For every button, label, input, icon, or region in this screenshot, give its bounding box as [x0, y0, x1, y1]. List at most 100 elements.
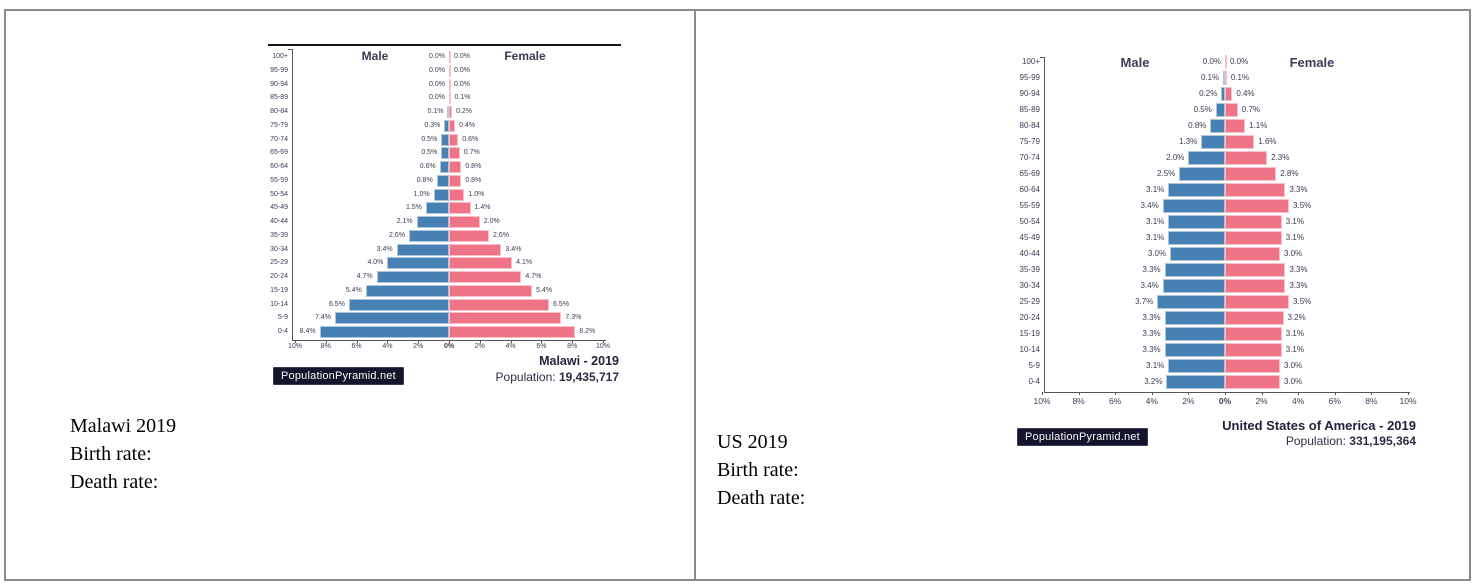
age-group-label: 100+ — [1021, 57, 1040, 66]
population-label: Population: — [495, 370, 556, 384]
male-value-label: 0.2% — [1199, 89, 1218, 98]
female-value-label: 8.2% — [579, 328, 596, 335]
male-value-label: 0.0% — [429, 80, 445, 88]
female-bar — [1225, 135, 1255, 149]
female-bar — [449, 216, 480, 228]
age-group-label: 25-29 — [1019, 297, 1040, 306]
female-bar — [1225, 215, 1282, 229]
female-bar — [449, 64, 451, 77]
male-bar — [1164, 327, 1225, 341]
male-bar — [441, 133, 449, 146]
x-tick — [1188, 392, 1190, 395]
age-group-label: 80-84 — [1019, 121, 1040, 130]
female-bar — [1225, 327, 1282, 341]
male-value-label: 1.5% — [405, 204, 422, 212]
male-bar — [396, 243, 449, 256]
female-bar — [1225, 151, 1268, 165]
x-tick-label: 0% — [443, 343, 455, 350]
populationpyramid-badge[interactable]: PopulationPyramid.net — [1017, 428, 1148, 446]
x-tick-label: 8% — [320, 343, 331, 350]
male-value-label: 0.8% — [416, 176, 433, 184]
female-bar — [1225, 119, 1246, 133]
male-value-label: 2.6% — [389, 231, 405, 239]
female-bar — [449, 106, 453, 118]
x-tick-label: 4% — [1292, 396, 1305, 406]
chart-title: Malawi - 2019 — [539, 354, 619, 368]
chart-top-border — [268, 44, 621, 46]
x-tick — [603, 340, 604, 343]
age-group-label: 90-94 — [270, 80, 288, 88]
female-bar — [1225, 167, 1277, 181]
female-bar — [1225, 183, 1286, 197]
x-tick — [510, 340, 512, 343]
male-value-label: 3.3% — [1142, 345, 1161, 354]
x-tick-label: 2% — [474, 343, 485, 350]
age-group-label: 85-89 — [270, 94, 288, 102]
male-value-label: 3.3% — [1142, 329, 1161, 338]
female-bar — [449, 202, 471, 215]
populationpyramid-badge[interactable]: PopulationPyramid.net — [273, 367, 404, 385]
female-bar — [1225, 55, 1227, 69]
x-tick-label: 8% — [1365, 396, 1378, 406]
male-legend-label: Male — [361, 49, 389, 63]
y-axis-top-tick — [1040, 57, 1044, 58]
female-bar — [449, 133, 459, 146]
female-bar — [1225, 295, 1290, 309]
male-bar — [1179, 167, 1225, 181]
female-value-label: 2.3% — [1271, 153, 1290, 162]
male-bar — [408, 229, 449, 242]
male-value-label: 0.8% — [1188, 121, 1207, 130]
male-bar — [1157, 295, 1225, 309]
male-value-label: 1.0% — [413, 190, 430, 198]
age-group-label: 70-74 — [270, 135, 288, 143]
female-value-label: 3.3% — [1289, 281, 1308, 290]
female-legend-label: Female — [1289, 55, 1335, 70]
x-tick — [295, 340, 296, 343]
male-legend-label: Male — [1120, 55, 1150, 70]
male-bar — [416, 216, 449, 228]
age-group-label: 65-69 — [1019, 169, 1040, 178]
female-bar — [1225, 71, 1227, 85]
female-bar — [449, 161, 462, 173]
us-pyramid-chart: Male Female United States of America - 2… — [1010, 45, 1420, 455]
x-tick — [541, 340, 543, 343]
male-value-label: 3.4% — [1140, 281, 1159, 290]
male-value-label: 0.0% — [429, 66, 445, 74]
female-value-label: 0.7% — [463, 149, 480, 157]
female-bar — [1225, 103, 1238, 117]
chart-title: United States of America - 2019 — [1222, 418, 1416, 433]
female-value-label: 3.5% — [1293, 201, 1312, 210]
x-tick — [1334, 392, 1336, 395]
male-bar — [387, 257, 449, 270]
female-value-label: 2.0% — [483, 218, 500, 225]
male-value-label: 3.7% — [1135, 297, 1154, 306]
male-value-label: 0.1% — [427, 108, 444, 115]
x-tick-label: 10% — [595, 343, 611, 350]
age-group-label: 90-94 — [1019, 89, 1040, 98]
x-tick — [356, 340, 358, 343]
female-value-label: 3.0% — [1283, 249, 1303, 258]
female-bar — [449, 229, 490, 242]
female-bar — [449, 147, 460, 160]
age-group-label: 15-19 — [1019, 329, 1040, 338]
y-axis — [1044, 57, 1045, 392]
x-tick-label: 6% — [1328, 396, 1341, 406]
female-bar — [1225, 359, 1280, 373]
age-group-label: 25-29 — [270, 259, 288, 267]
male-value-label: 3.3% — [1142, 265, 1161, 274]
age-group-label: 30-34 — [270, 245, 288, 253]
female-value-label: 3.3% — [1289, 265, 1308, 274]
age-group-label: 15-19 — [270, 286, 288, 294]
male-value-label: 4.0% — [367, 259, 384, 267]
x-tick — [1225, 392, 1226, 395]
male-value-label: 0.1% — [1200, 73, 1220, 82]
female-value-label: 0.2% — [456, 108, 473, 115]
x-tick — [479, 340, 481, 343]
age-group-label: 60-64 — [1019, 185, 1040, 194]
age-group-label: 0-4 — [277, 328, 288, 335]
age-group-label: 50-54 — [270, 190, 288, 198]
female-bar — [449, 326, 576, 338]
x-tick-label: 8% — [567, 343, 578, 350]
female-value-label: 0.0% — [1230, 57, 1249, 66]
male-bar — [1164, 263, 1225, 277]
